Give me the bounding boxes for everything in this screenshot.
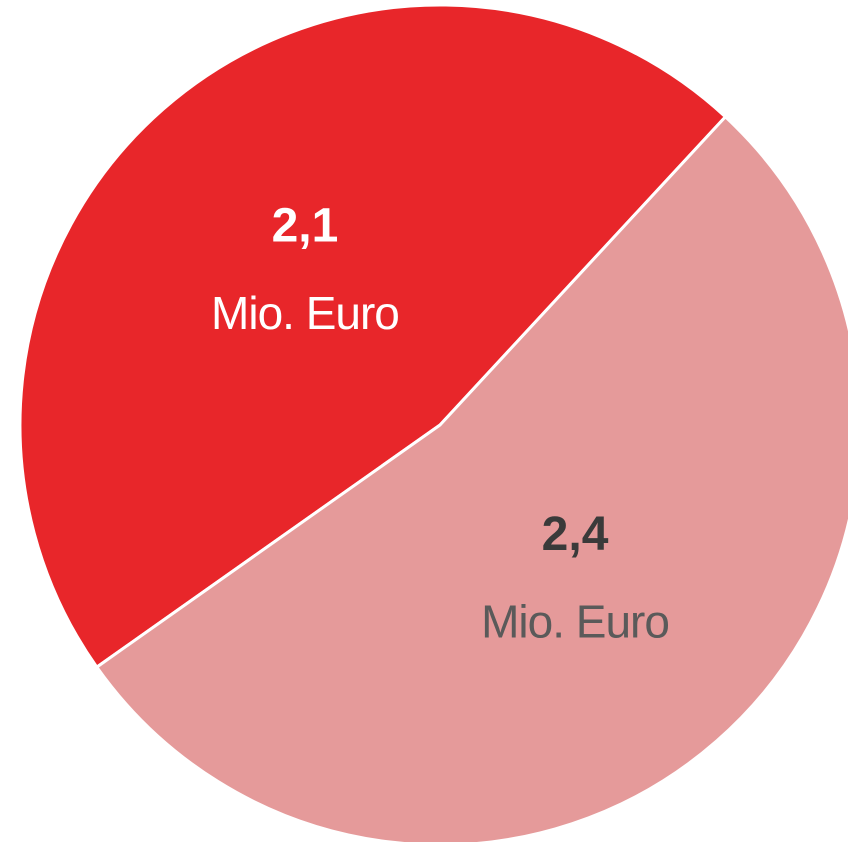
slice-unit-label: Mio. Euro [211,287,399,339]
pie-slice [95,115,848,842]
slice-value-label: 2,4 [542,508,609,561]
pie-slice [18,3,727,669]
slice-value-label: 2,1 [272,199,339,252]
slice-unit-label: Mio. Euro [481,595,669,647]
